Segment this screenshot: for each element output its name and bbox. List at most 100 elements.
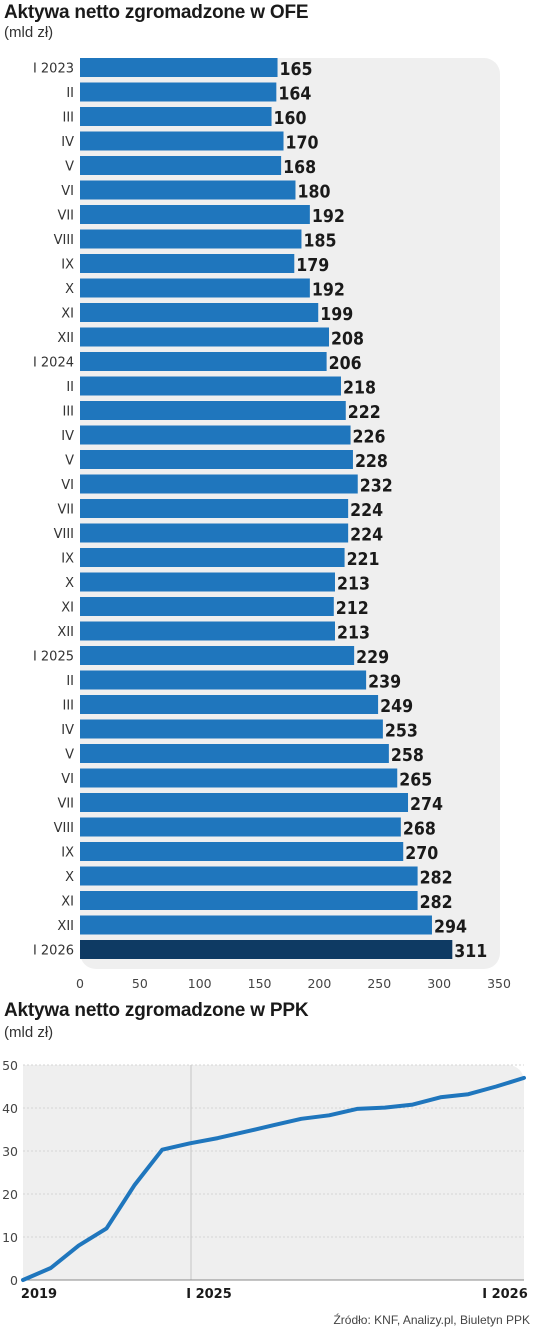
- ofe-value-label: 221: [347, 549, 380, 570]
- ofe-value-label: 180: [297, 182, 330, 203]
- ofe-category-label: XII: [57, 919, 74, 934]
- ofe-value-label: 212: [336, 598, 369, 619]
- ofe-category-label: III: [62, 405, 74, 420]
- ofe-value-label: 274: [410, 794, 443, 815]
- ofe-value-label: 294: [434, 917, 467, 938]
- ofe-x-tick-label: 200: [307, 976, 331, 991]
- ofe-bar: [80, 793, 409, 812]
- ofe-value-label: 192: [312, 206, 345, 227]
- ofe-value-label: 224: [350, 525, 383, 546]
- ofe-category-label: XI: [61, 895, 74, 910]
- ofe-category-label: II: [66, 674, 74, 689]
- ppk-x-tick-label: 2019: [21, 1287, 57, 1302]
- ofe-value-label: 229: [356, 647, 389, 668]
- ofe-category-label: VII: [57, 797, 74, 812]
- ofe-bar: [80, 376, 341, 396]
- ofe-value-label: 218: [343, 378, 376, 399]
- ofe-value-label: 270: [405, 843, 438, 864]
- ofe-bar: [80, 940, 453, 959]
- ofe-bar: [80, 303, 319, 322]
- ofe-bar: [80, 621, 335, 641]
- ofe-value-label: 253: [385, 721, 418, 742]
- ofe-category-label: VIII: [54, 821, 74, 836]
- ofe-bar: [80, 646, 355, 665]
- ofe-category-label: V: [65, 748, 74, 763]
- ofe-bar: [80, 670, 367, 690]
- ofe-category-label: VII: [57, 209, 74, 224]
- ofe-value-label: 164: [278, 84, 311, 105]
- ofe-value-label: 239: [368, 672, 401, 693]
- ofe-bar: [80, 131, 284, 151]
- ofe-x-tick-label: 50: [132, 976, 148, 991]
- ofe-value-label: 170: [286, 133, 319, 154]
- ofe-value-label: 179: [296, 255, 329, 276]
- ofe-bar: [80, 548, 345, 567]
- source-note: Źródło: KNF, Analizy.pl, Biuletyn PPK: [333, 1313, 530, 1327]
- ofe-value-label: 249: [380, 696, 413, 717]
- ofe-bar: [80, 891, 418, 910]
- ofe-category-label: III: [62, 699, 74, 714]
- ofe-bar: [80, 842, 404, 861]
- ofe-bar: [80, 156, 282, 175]
- ofe-value-label: 206: [329, 353, 362, 374]
- ofe-value-label: 165: [280, 59, 313, 80]
- ofe-chart-subtitle: (mld zł): [4, 24, 54, 41]
- ofe-value-label: 222: [348, 402, 381, 423]
- ofe-category-label: VII: [57, 503, 74, 518]
- ppk-series-line: [21, 1075, 526, 1282]
- ofe-bar: [80, 474, 358, 494]
- ofe-category-label: VIII: [54, 233, 74, 248]
- ofe-value-label: 208: [331, 329, 364, 350]
- ofe-bar: [80, 597, 334, 616]
- ofe-category-label: IX: [61, 552, 74, 567]
- ofe-category-label: VI: [61, 772, 74, 787]
- ppk-y-tick-label: 20: [2, 1187, 18, 1202]
- ofe-category-label: X: [65, 576, 74, 591]
- ofe-bar: [80, 768, 398, 788]
- ofe-bar: [80, 229, 302, 249]
- ofe-category-label: II: [66, 380, 74, 395]
- ppk-panel: [23, 1065, 524, 1280]
- ofe-category-label: X: [65, 870, 74, 885]
- ofe-x-tick-label: 300: [427, 976, 451, 991]
- ofe-bar: [80, 180, 296, 200]
- ofe-category-label: XII: [57, 331, 74, 346]
- ofe-bar: [80, 401, 346, 420]
- ofe-category-label: II: [66, 86, 74, 101]
- ofe-bar: [80, 450, 353, 469]
- ofe-bar: [80, 915, 432, 935]
- ofe-category-label: V: [65, 454, 74, 469]
- ofe-category-label: XI: [61, 601, 74, 616]
- ofe-value-label: 265: [399, 770, 432, 791]
- ofe-value-label: 224: [350, 500, 383, 521]
- ofe-value-label: 213: [337, 623, 370, 644]
- ofe-category-label: III: [62, 111, 74, 126]
- ofe-bar: [80, 82, 277, 102]
- ofe-chart-title: Aktywa netto zgromadzone w OFE: [4, 2, 309, 23]
- ofe-x-tick-label: 100: [188, 976, 212, 991]
- ofe-category-label: IX: [61, 846, 74, 861]
- ppk-y-tick-label: 30: [2, 1144, 18, 1159]
- ofe-bar: [80, 205, 310, 224]
- ofe-category-label: IV: [61, 723, 74, 738]
- ofe-category-label: VI: [61, 478, 74, 493]
- ofe-x-tick-label: 250: [367, 976, 391, 991]
- ofe-value-label: 168: [283, 157, 316, 178]
- ofe-x-tick-label: 350: [487, 976, 511, 991]
- ofe-bar: [80, 278, 310, 298]
- ofe-bar: [80, 107, 272, 126]
- ofe-category-label: I 2024: [33, 356, 74, 371]
- ofe-bar: [80, 744, 389, 763]
- ppk-chart-title: Aktywa netto zgromadzone w PPK: [4, 1000, 309, 1021]
- ofe-bar: [80, 866, 418, 886]
- ofe-x-tick-label: 150: [248, 976, 272, 991]
- ofe-value-label: 282: [420, 868, 453, 889]
- ofe-value-label: 160: [274, 108, 307, 129]
- ppk-chart-subtitle: (mld zł): [4, 1024, 54, 1041]
- ofe-value-label: 282: [420, 892, 453, 913]
- ofe-bar: [80, 572, 335, 592]
- ppk-y-tick-label: 10: [2, 1230, 18, 1245]
- ppk-y-tick-label: 0: [10, 1273, 18, 1288]
- ofe-category-label: VIII: [54, 527, 74, 542]
